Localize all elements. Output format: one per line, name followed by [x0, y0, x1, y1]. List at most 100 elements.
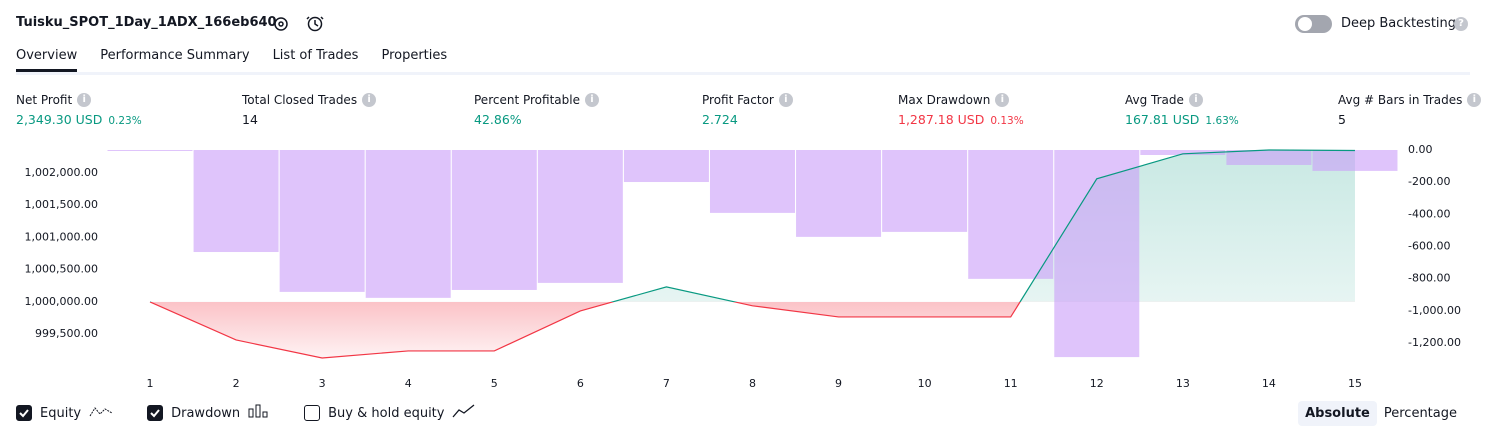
info-icon[interactable]: i: [1188, 93, 1203, 107]
drawdown-bar: [882, 150, 968, 232]
x-tick-label: 1: [147, 377, 154, 390]
metric-value: 5: [1338, 112, 1346, 127]
metric-label: Total Closed Trades: [242, 93, 358, 107]
metric-label: Net Profit: [16, 93, 73, 107]
x-tick-label: 10: [918, 377, 932, 390]
metric-value-row: 2,349.30 USD 0.23%: [16, 112, 142, 127]
metric-value-row: 14: [242, 112, 376, 127]
drawdown-bar: [537, 150, 623, 283]
legend-item[interactable]: Drawdown: [147, 404, 270, 422]
equity-fill-negative: [150, 301, 1355, 359]
x-tick-label: 13: [1176, 377, 1190, 390]
info-icon[interactable]: i: [362, 93, 377, 107]
metric-value: 14: [242, 112, 258, 127]
y2-tick-label: -1,000.00: [1408, 304, 1461, 317]
legend-icon: [89, 404, 113, 422]
metric-value-row: 2.724: [702, 112, 793, 127]
drawdown-bar: [623, 150, 709, 183]
deep-backtesting-toggle[interactable]: [1294, 14, 1334, 34]
metric-label-row: Percent Profitable i: [474, 93, 599, 107]
tab[interactable]: List of Trades: [272, 48, 359, 63]
tab[interactable]: Properties: [381, 48, 448, 63]
metric-value: 1,287.18 USD: [898, 112, 985, 127]
metric-percent: 0.13%: [990, 115, 1024, 127]
tabs: Overview Performance Summary List of Trade…: [16, 48, 447, 72]
metric: Max Drawdown i 1,287.18 USD 0.13%: [898, 93, 1024, 127]
y2-tick-label: -1,200.00: [1408, 336, 1461, 349]
x-tick-label: 8: [749, 377, 756, 390]
metric-label-row: Avg Trade i: [1125, 93, 1239, 107]
metric-label-row: Max Drawdown i: [898, 93, 1024, 107]
x-tick-label: 14: [1262, 377, 1276, 390]
toggle-label: Deep Backtesting: [1341, 16, 1457, 31]
legend-item[interactable]: Buy & hold equity: [304, 404, 476, 422]
metric-value-row: 42.86%: [474, 112, 599, 127]
y2-tick-label: -600.00: [1408, 240, 1450, 253]
x-tick-label: 3: [319, 377, 326, 390]
legend-icon: [452, 404, 476, 422]
drawdown-bar: [193, 150, 279, 253]
x-tick-label: 5: [491, 377, 498, 390]
metric-label-row: Total Closed Trades i: [242, 93, 377, 107]
metric: Avg # Bars in Trades i 5: [1338, 93, 1482, 127]
metric-percent: 0.23%: [108, 115, 142, 127]
x-tick-label: 4: [405, 377, 412, 390]
metric: Total Closed Trades i 14: [242, 93, 377, 127]
legend-label: Buy & hold equity: [328, 405, 445, 421]
y2-tick-label: -200.00: [1408, 175, 1450, 188]
y2-tick-label: -400.00: [1408, 207, 1450, 220]
drawdown-bar: [365, 150, 451, 298]
legend: Equity Drawdown Buy & hold equity: [16, 404, 502, 422]
y-tick-label: 1,000,000.00: [25, 295, 98, 308]
info-icon[interactable]: i: [584, 93, 599, 107]
x-tick-label: 6: [577, 377, 584, 390]
header-icons[interactable]: [272, 14, 332, 34]
y-tick-label: 1,001,500.00: [25, 198, 98, 211]
y-tick-label: 1,001,000.00: [25, 230, 98, 243]
y2-tick-label: -800.00: [1408, 272, 1450, 285]
y-tick-label: 1,002,000.00: [25, 166, 98, 179]
info-icon[interactable]: i: [778, 93, 793, 107]
metric: Profit Factor i 2.724: [702, 93, 793, 127]
metric-label-row: Net Profit i: [16, 93, 142, 107]
equity-fill-positive: [612, 150, 1355, 302]
x-tick-label: 9: [835, 377, 842, 390]
metric-value-row: 167.81 USD 1.63%: [1125, 112, 1239, 127]
drawdown-bar: [1054, 150, 1140, 358]
drawdown-bar: [968, 150, 1054, 279]
x-tick-label: 11: [1004, 377, 1018, 390]
metric-label-row: Profit Factor i: [702, 93, 793, 107]
metric: Net Profit i 2,349.30 USD 0.23%: [16, 93, 142, 127]
x-tick-label: 7: [663, 377, 670, 390]
strategy-title: Tuisku_SPOT_1Day_1ADX_166eb640: [16, 15, 277, 30]
checkbox[interactable]: [16, 405, 32, 421]
info-icon[interactable]: i: [995, 93, 1010, 107]
metric-label-row: Avg # Bars in Trades i: [1338, 93, 1482, 107]
x-tick-label: 12: [1090, 377, 1104, 390]
y2-tick-label: 0.00: [1408, 143, 1433, 156]
metric-value-row: 5: [1338, 112, 1481, 127]
metric-percent: 1.63%: [1205, 115, 1239, 127]
metric: Avg Trade i 167.81 USD 1.63%: [1125, 93, 1239, 127]
legend-item[interactable]: Equity: [16, 404, 113, 422]
tab[interactable]: Performance Summary: [100, 48, 250, 63]
drawdown-bar: [107, 150, 193, 151]
y-tick-label: 999,500.00: [35, 327, 98, 340]
drawdown-bar: [1140, 150, 1226, 155]
info-icon[interactable]: i: [1467, 93, 1482, 107]
help-icon[interactable]: ?: [1454, 17, 1468, 31]
metric-value: 2.724: [702, 112, 738, 127]
mode-option[interactable]: Percentage: [1383, 406, 1457, 421]
checkbox[interactable]: [304, 405, 321, 421]
mode-option[interactable]: Absolute: [1298, 401, 1377, 426]
drawdown-bar: [1226, 150, 1312, 165]
x-tick-label: 2: [233, 377, 240, 390]
metric-label: Percent Profitable: [474, 93, 580, 107]
checkbox[interactable]: [147, 405, 164, 421]
tab[interactable]: Overview: [16, 48, 78, 72]
drawdown-bar: [796, 150, 882, 237]
info-icon[interactable]: i: [77, 93, 92, 107]
equity-line: [149, 149, 1355, 359]
